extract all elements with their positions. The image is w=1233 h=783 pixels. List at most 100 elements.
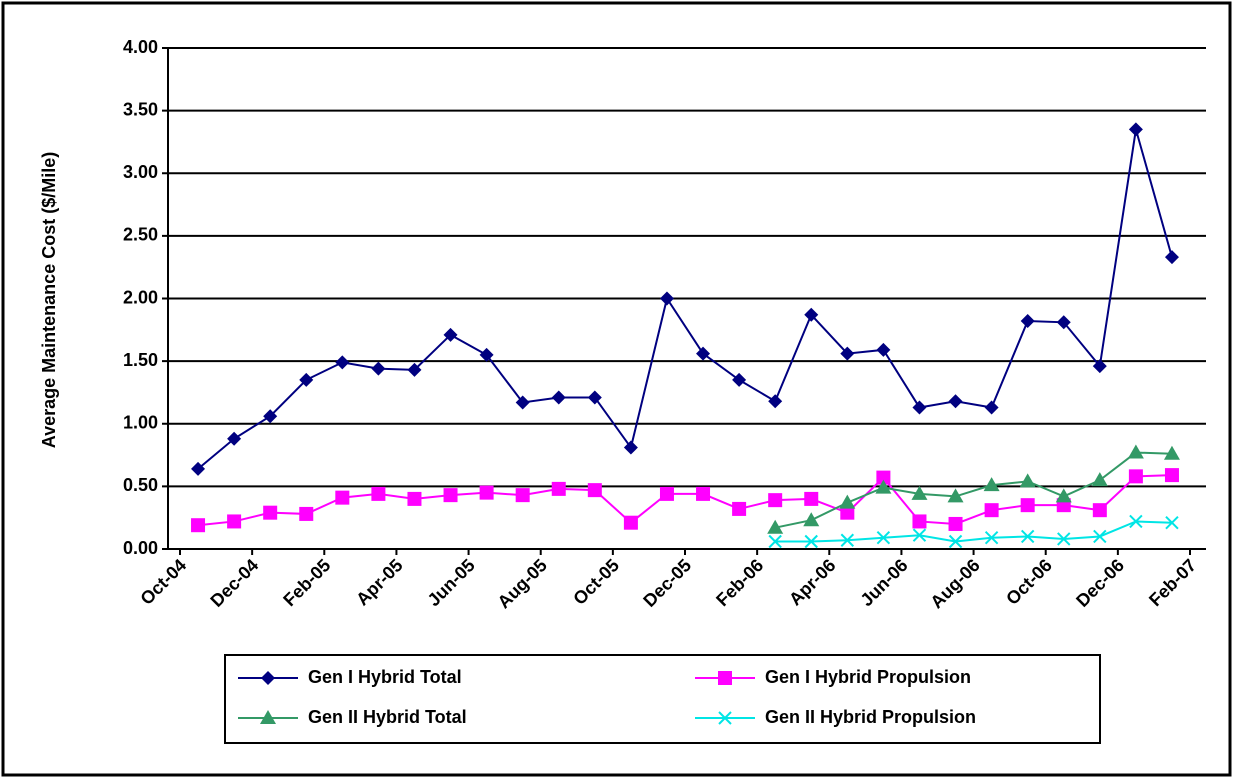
data-point [587, 483, 602, 498]
data-point [443, 488, 458, 503]
y-tick-label: 3.50 [123, 99, 158, 119]
series-line [197, 129, 1173, 470]
data-point [984, 531, 999, 545]
data-point [876, 342, 891, 357]
data-point [335, 490, 350, 505]
series-line [197, 474, 1172, 527]
data-point [371, 486, 386, 501]
data-point [587, 390, 602, 405]
data-point [1020, 314, 1035, 329]
data-point [768, 534, 782, 549]
data-point [804, 307, 819, 322]
y-axis-label: Average Maintenance Cost ($/Mile) [39, 152, 59, 448]
y-tick-label: 1.50 [123, 350, 158, 370]
data-point [1091, 472, 1108, 487]
data-point [912, 514, 927, 529]
data-point [948, 534, 963, 549]
y-tick-label: 2.00 [123, 287, 158, 307]
legend-marker [260, 710, 276, 724]
data-point [659, 291, 674, 306]
data-point [840, 505, 855, 520]
y-tick-label: 2.50 [123, 225, 158, 245]
data-point [984, 400, 999, 415]
legend-marker [261, 671, 275, 685]
data-point [875, 479, 892, 494]
data-point [227, 514, 242, 529]
data-point [551, 390, 566, 405]
data-point [912, 400, 927, 415]
data-point [1128, 122, 1143, 137]
y-tick-label: 1.00 [123, 413, 158, 433]
data-point [876, 531, 891, 545]
y-tick-label: 4.00 [123, 37, 158, 57]
data-point [696, 346, 711, 361]
data-point [1056, 315, 1071, 330]
legend-marker [718, 711, 732, 725]
data-point [912, 528, 927, 542]
legend-label: Gen I Hybrid Propulsion [765, 667, 971, 687]
data-point [1020, 498, 1035, 513]
data-point [983, 477, 1000, 492]
series-line [775, 520, 1172, 543]
data-point [876, 470, 891, 485]
data-point [1127, 444, 1144, 459]
data-point [263, 409, 278, 424]
data-point [948, 516, 963, 531]
data-point [623, 440, 638, 455]
data-point [191, 518, 206, 533]
data-point [299, 372, 314, 387]
data-point [767, 519, 784, 534]
data-point [407, 491, 422, 506]
data-point [263, 505, 278, 520]
data-point [659, 486, 674, 501]
legend-box [224, 654, 1101, 744]
data-point [1128, 469, 1143, 484]
data-point [1057, 532, 1071, 546]
data-point [804, 534, 818, 549]
data-point [804, 491, 819, 506]
data-point [479, 485, 494, 500]
data-point [551, 481, 566, 496]
y-tick-label: 0.50 [123, 475, 158, 495]
data-point [515, 488, 530, 503]
data-point [948, 394, 963, 409]
data-point [1019, 473, 1036, 488]
legend-label: Gen I Hybrid Total [308, 667, 462, 687]
data-point [803, 512, 820, 527]
data-point [191, 461, 206, 476]
data-point [1164, 468, 1179, 483]
data-point [335, 355, 350, 370]
data-point [768, 493, 783, 508]
data-point [732, 501, 747, 516]
data-point [479, 347, 494, 362]
data-point [1093, 529, 1107, 544]
y-tick-label: 3.00 [123, 162, 158, 182]
data-point [1163, 445, 1180, 460]
data-point [1092, 503, 1107, 518]
data-point [696, 486, 711, 501]
y-tick-label: 0.00 [123, 538, 158, 558]
data-point [1164, 250, 1179, 265]
data-point [947, 488, 964, 503]
data-point [227, 431, 242, 446]
data-point [840, 346, 855, 361]
data-point [443, 327, 458, 342]
data-point [299, 506, 314, 521]
data-point [911, 485, 928, 500]
data-point [732, 372, 747, 387]
data-point [984, 503, 999, 518]
data-point [407, 362, 422, 377]
data-point [1055, 488, 1072, 503]
data-point [1129, 514, 1143, 529]
data-point [840, 533, 855, 547]
data-point [839, 494, 856, 509]
data-point [623, 515, 638, 530]
data-point [1092, 359, 1107, 374]
data-point [515, 395, 530, 410]
data-point [768, 394, 783, 409]
legend-label: Gen II Hybrid Propulsion [765, 707, 976, 727]
data-point [1020, 529, 1035, 544]
